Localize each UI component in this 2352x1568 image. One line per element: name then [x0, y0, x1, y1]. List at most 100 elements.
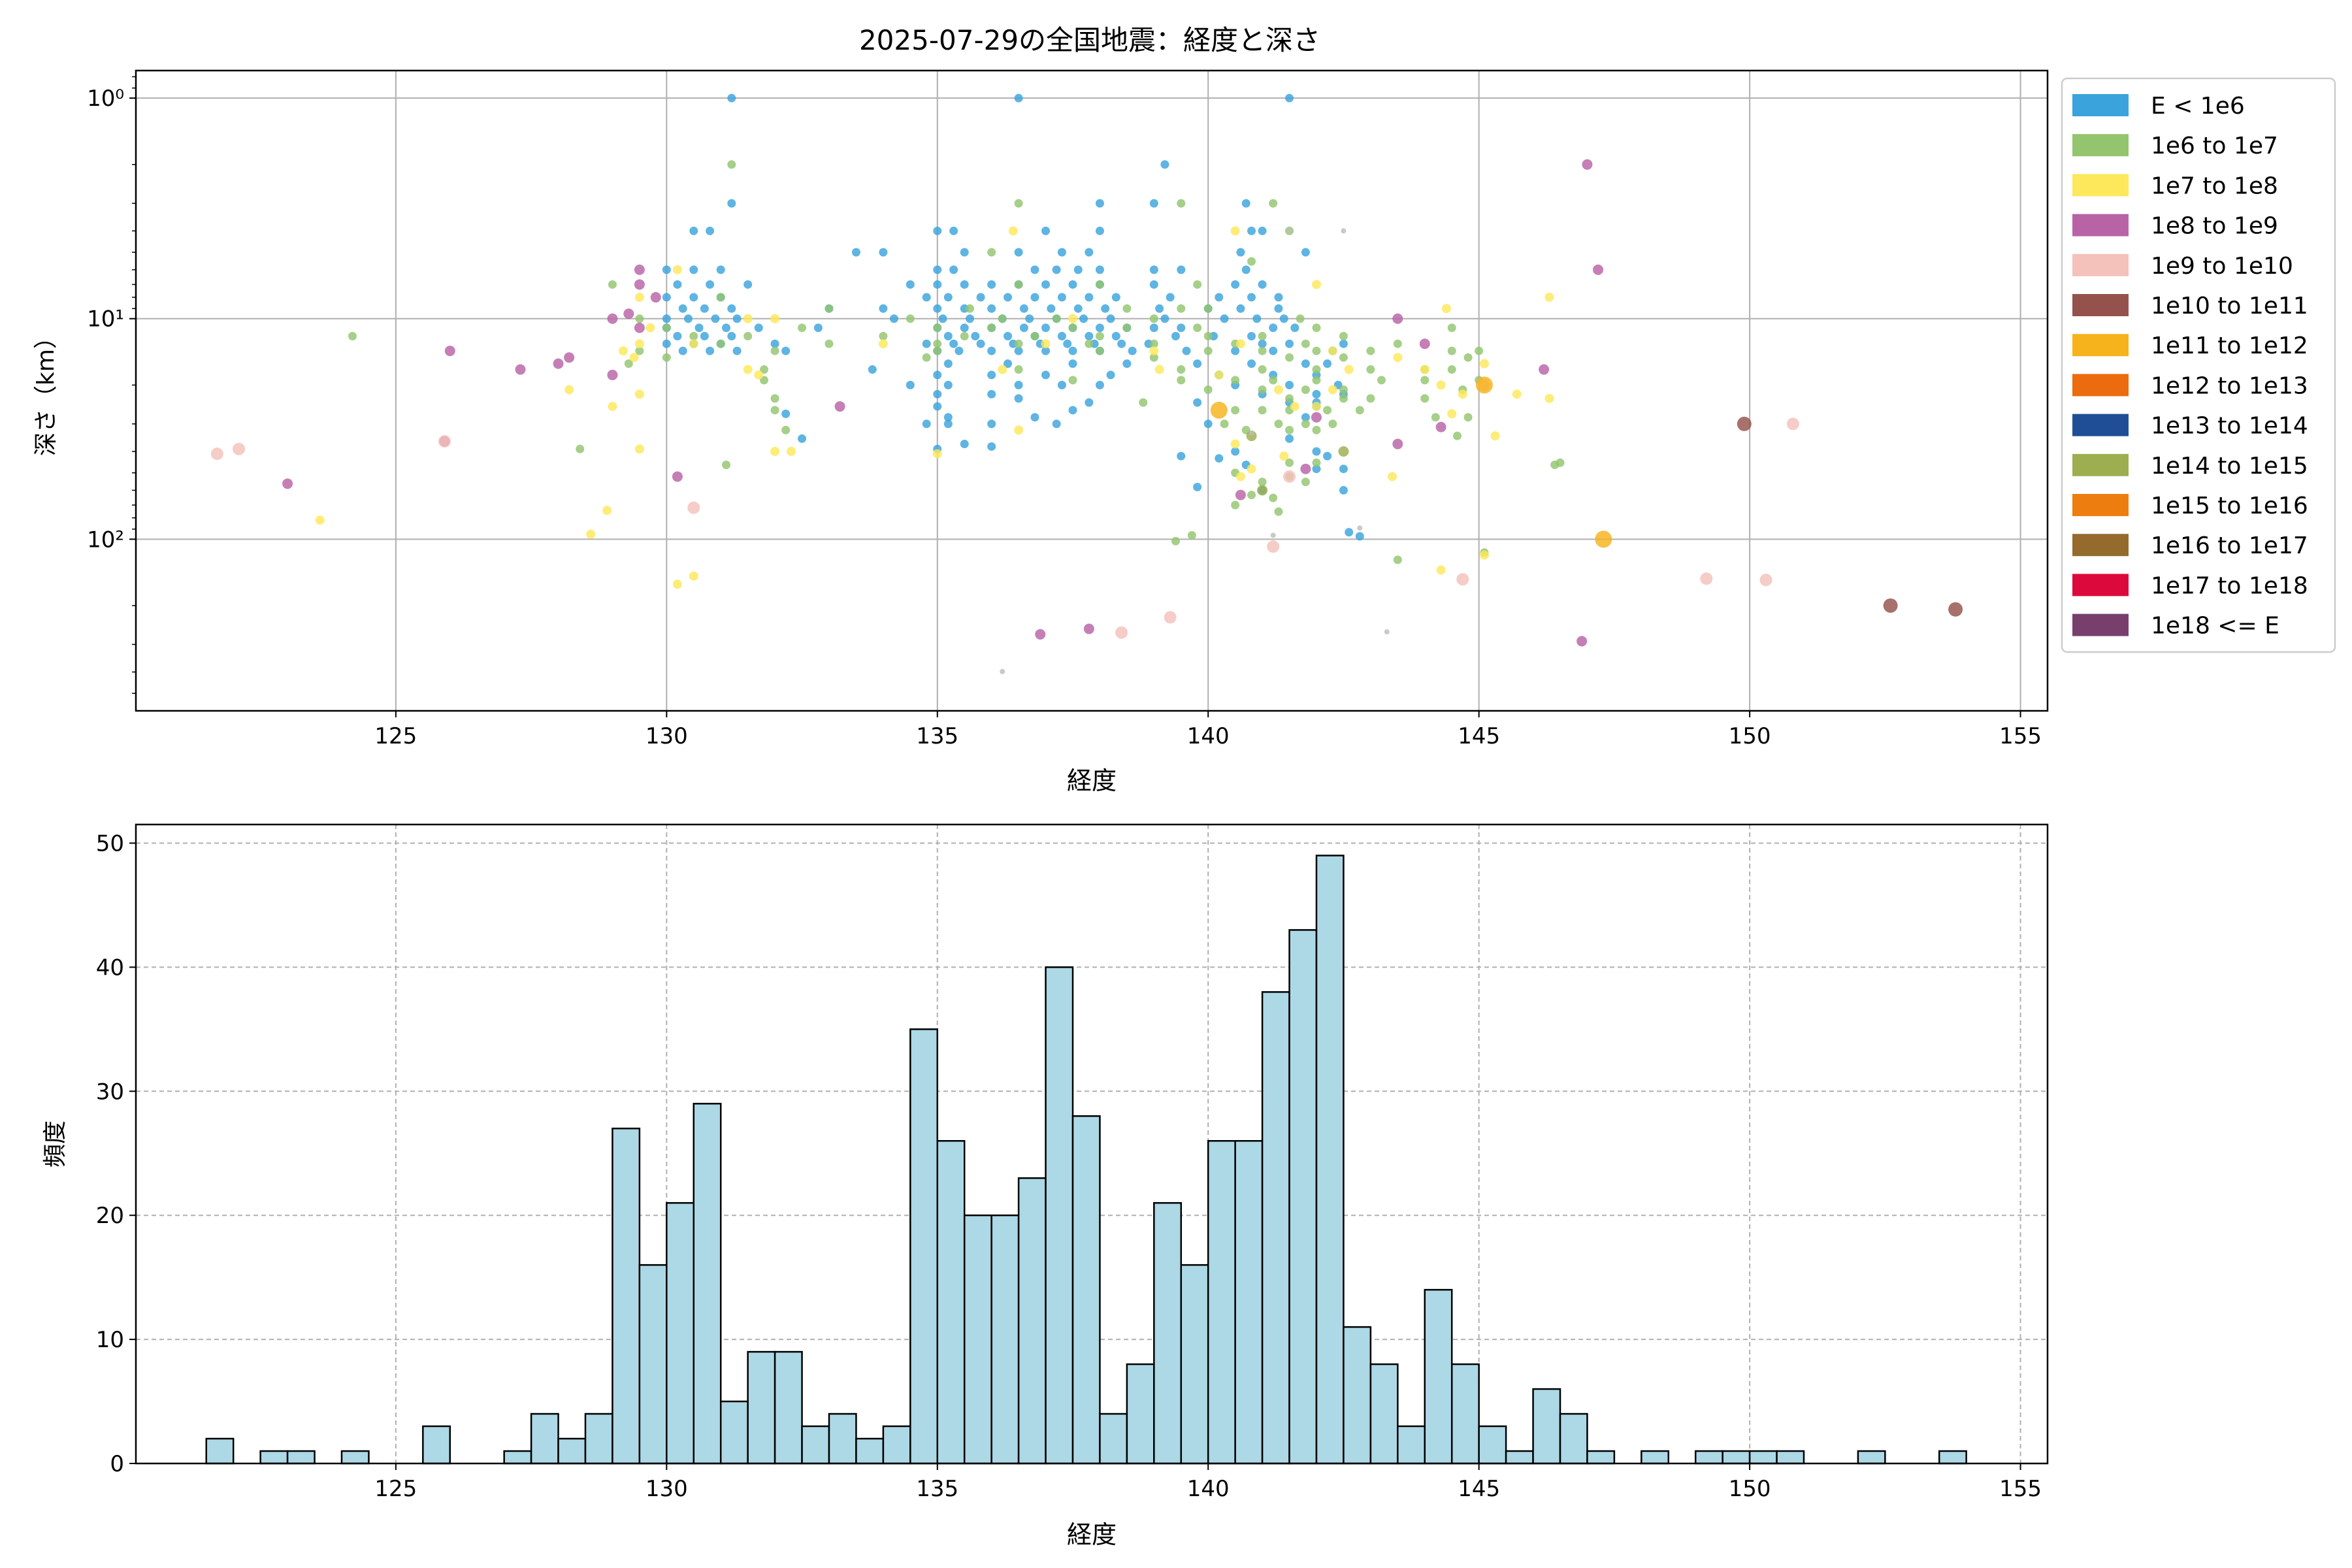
scatter-point — [1393, 339, 1402, 348]
scatter-point — [1311, 412, 1322, 423]
scatter-point — [922, 293, 931, 302]
scatter-point — [906, 380, 915, 389]
scatter-point — [694, 323, 704, 333]
scatter-point — [727, 304, 736, 313]
scatter-point — [1475, 376, 1493, 394]
scatter-point — [1576, 636, 1588, 647]
scatter-point — [933, 389, 942, 399]
scatter-point — [1187, 531, 1196, 540]
scatter-point — [1019, 323, 1028, 333]
scatter-point — [1377, 376, 1386, 385]
scatter-point — [943, 293, 953, 302]
scatter-point — [1030, 413, 1039, 422]
scatter-point — [1341, 228, 1347, 234]
scatter-point — [232, 442, 245, 455]
scatter-point — [1582, 159, 1593, 170]
scatter-point — [922, 353, 931, 362]
scatter-x-tick-label: 135 — [916, 723, 958, 749]
scatter-point — [949, 226, 958, 235]
scatter-point — [1279, 314, 1288, 323]
scatter-point — [564, 352, 575, 363]
scatter-point — [1301, 248, 1310, 257]
scatter-point — [650, 292, 661, 303]
scatter-point — [1230, 439, 1240, 449]
scatter-point — [673, 280, 682, 289]
scatter-point — [781, 346, 791, 355]
scatter-point — [1274, 507, 1283, 516]
scatter-point — [576, 444, 585, 453]
histogram-bar — [584, 1413, 613, 1465]
scatter-point — [1177, 199, 1186, 208]
scatter-point — [770, 406, 779, 415]
scatter-x-tick-label: 130 — [645, 723, 688, 749]
scatter-point — [732, 346, 742, 355]
scatter-point — [1063, 339, 1072, 348]
scatter-point — [998, 365, 1007, 374]
scatter-point — [1160, 314, 1169, 323]
scatter-point — [1475, 346, 1484, 355]
scatter-point — [943, 380, 953, 389]
histogram-bar — [1153, 1201, 1183, 1465]
scatter-point — [662, 314, 671, 323]
histogram-bar — [1694, 1450, 1723, 1465]
scatter-point — [1095, 346, 1104, 355]
scatter-point — [1544, 393, 1554, 403]
scatter-point — [1344, 365, 1354, 374]
scatter-point — [1290, 402, 1299, 412]
scatter-point — [933, 346, 942, 355]
scatter-point — [1030, 293, 1039, 302]
scatter-point — [1235, 489, 1246, 500]
scatter-point — [987, 370, 996, 380]
histogram-bar — [963, 1214, 992, 1465]
scatter-point — [1431, 413, 1440, 422]
scatter-y-axis-label: 深さ（km） — [33, 325, 59, 456]
legend-label: E < 1e6 — [2151, 93, 2245, 120]
scatter-point — [282, 478, 293, 489]
scatter-point — [444, 346, 455, 357]
scatter-point — [1095, 265, 1104, 274]
scatter-point — [1285, 353, 1294, 362]
scatter-point — [1149, 265, 1158, 274]
scatter-point — [1447, 409, 1457, 419]
scatter-point — [1700, 572, 1713, 585]
scatter-point — [1479, 550, 1489, 560]
histogram-bar — [1099, 1413, 1128, 1465]
scatter-point — [1068, 280, 1077, 289]
scatter-point — [689, 293, 698, 302]
histogram-bar — [1126, 1363, 1155, 1465]
histogram-bar — [1369, 1363, 1399, 1465]
scatter-point — [1441, 304, 1451, 314]
scatter-point — [1384, 629, 1390, 635]
scatter-point — [706, 226, 715, 235]
scatter-point — [1435, 421, 1446, 433]
scatter-point — [1290, 323, 1299, 333]
scatter-point — [1257, 485, 1268, 496]
scatter-point — [743, 331, 753, 340]
scatter-point — [689, 265, 698, 274]
scatter-point — [634, 389, 644, 399]
scatter-point — [1122, 323, 1132, 333]
histogram-bar — [1261, 991, 1290, 1465]
histogram-bar — [1315, 855, 1345, 1465]
scatter-point — [635, 346, 644, 355]
scatter-point — [932, 449, 942, 459]
scatter-point — [1117, 339, 1126, 348]
scatter-point — [1154, 365, 1164, 374]
scatter-point — [1447, 365, 1456, 374]
scatter-point — [678, 304, 687, 313]
scatter-point — [1083, 623, 1094, 634]
scatter-point — [1355, 532, 1364, 541]
histogram-bar — [990, 1214, 1020, 1465]
histogram-bar — [1857, 1450, 1886, 1465]
scatter-point — [1235, 339, 1245, 349]
scatter-point — [1593, 264, 1604, 275]
scatter-point — [943, 331, 953, 340]
scatter-point — [1323, 451, 1332, 461]
scatter-point — [1312, 465, 1321, 474]
histogram-bar — [612, 1128, 641, 1465]
legend-label: 1e15 to 1e16 — [2151, 493, 2308, 519]
histogram-bar — [1397, 1425, 1426, 1465]
scatter-point — [678, 346, 687, 355]
scatter-point — [1274, 419, 1283, 429]
scatter-point — [1111, 293, 1120, 302]
